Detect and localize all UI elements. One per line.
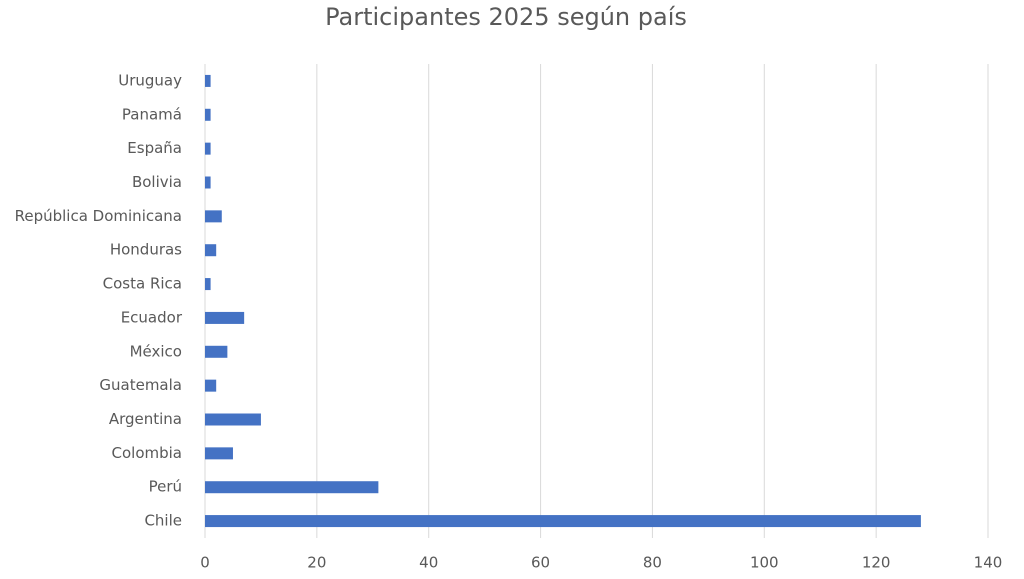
bar: [205, 481, 379, 494]
bar: [205, 142, 211, 155]
y-tick-label: Uruguay: [118, 71, 182, 89]
bar: [205, 244, 217, 257]
x-tick-label: 80: [643, 554, 662, 572]
x-tick-label: 140: [974, 554, 1003, 572]
y-tick-label: Guatemala: [99, 376, 182, 394]
y-tick-label: Ecuador: [121, 308, 183, 326]
bar: [205, 515, 921, 528]
y-tick-label: España: [127, 139, 182, 157]
bar: [205, 379, 217, 392]
y-tick-label: Perú: [149, 478, 182, 496]
bar: [205, 311, 245, 324]
bar: [205, 413, 261, 426]
y-tick-label: Costa Rica: [103, 275, 182, 293]
bar: [205, 74, 211, 87]
bar: [205, 210, 222, 223]
x-tick-label: 100: [750, 554, 779, 572]
x-tick-label: 0: [200, 554, 210, 572]
bar: [205, 447, 233, 460]
bar: [205, 108, 211, 121]
y-tick-label: Chile: [144, 512, 182, 530]
x-tick-label: 120: [862, 554, 891, 572]
bar: [205, 278, 211, 291]
x-tick-label: 40: [419, 554, 438, 572]
bar: [205, 176, 211, 189]
y-tick-label: Colombia: [112, 444, 183, 462]
x-tick-label: 60: [531, 554, 550, 572]
y-tick-label: Panamá: [122, 105, 182, 123]
y-tick-label: Argentina: [109, 410, 182, 428]
x-tick-label: 20: [307, 554, 326, 572]
y-tick-label: Honduras: [110, 241, 182, 259]
y-tick-label: República Dominicana: [15, 207, 182, 225]
bar: [205, 345, 228, 358]
chart-title: Participantes 2025 según país: [325, 3, 687, 31]
y-tick-label: México: [130, 342, 182, 360]
y-tick-label: Bolivia: [132, 173, 182, 191]
